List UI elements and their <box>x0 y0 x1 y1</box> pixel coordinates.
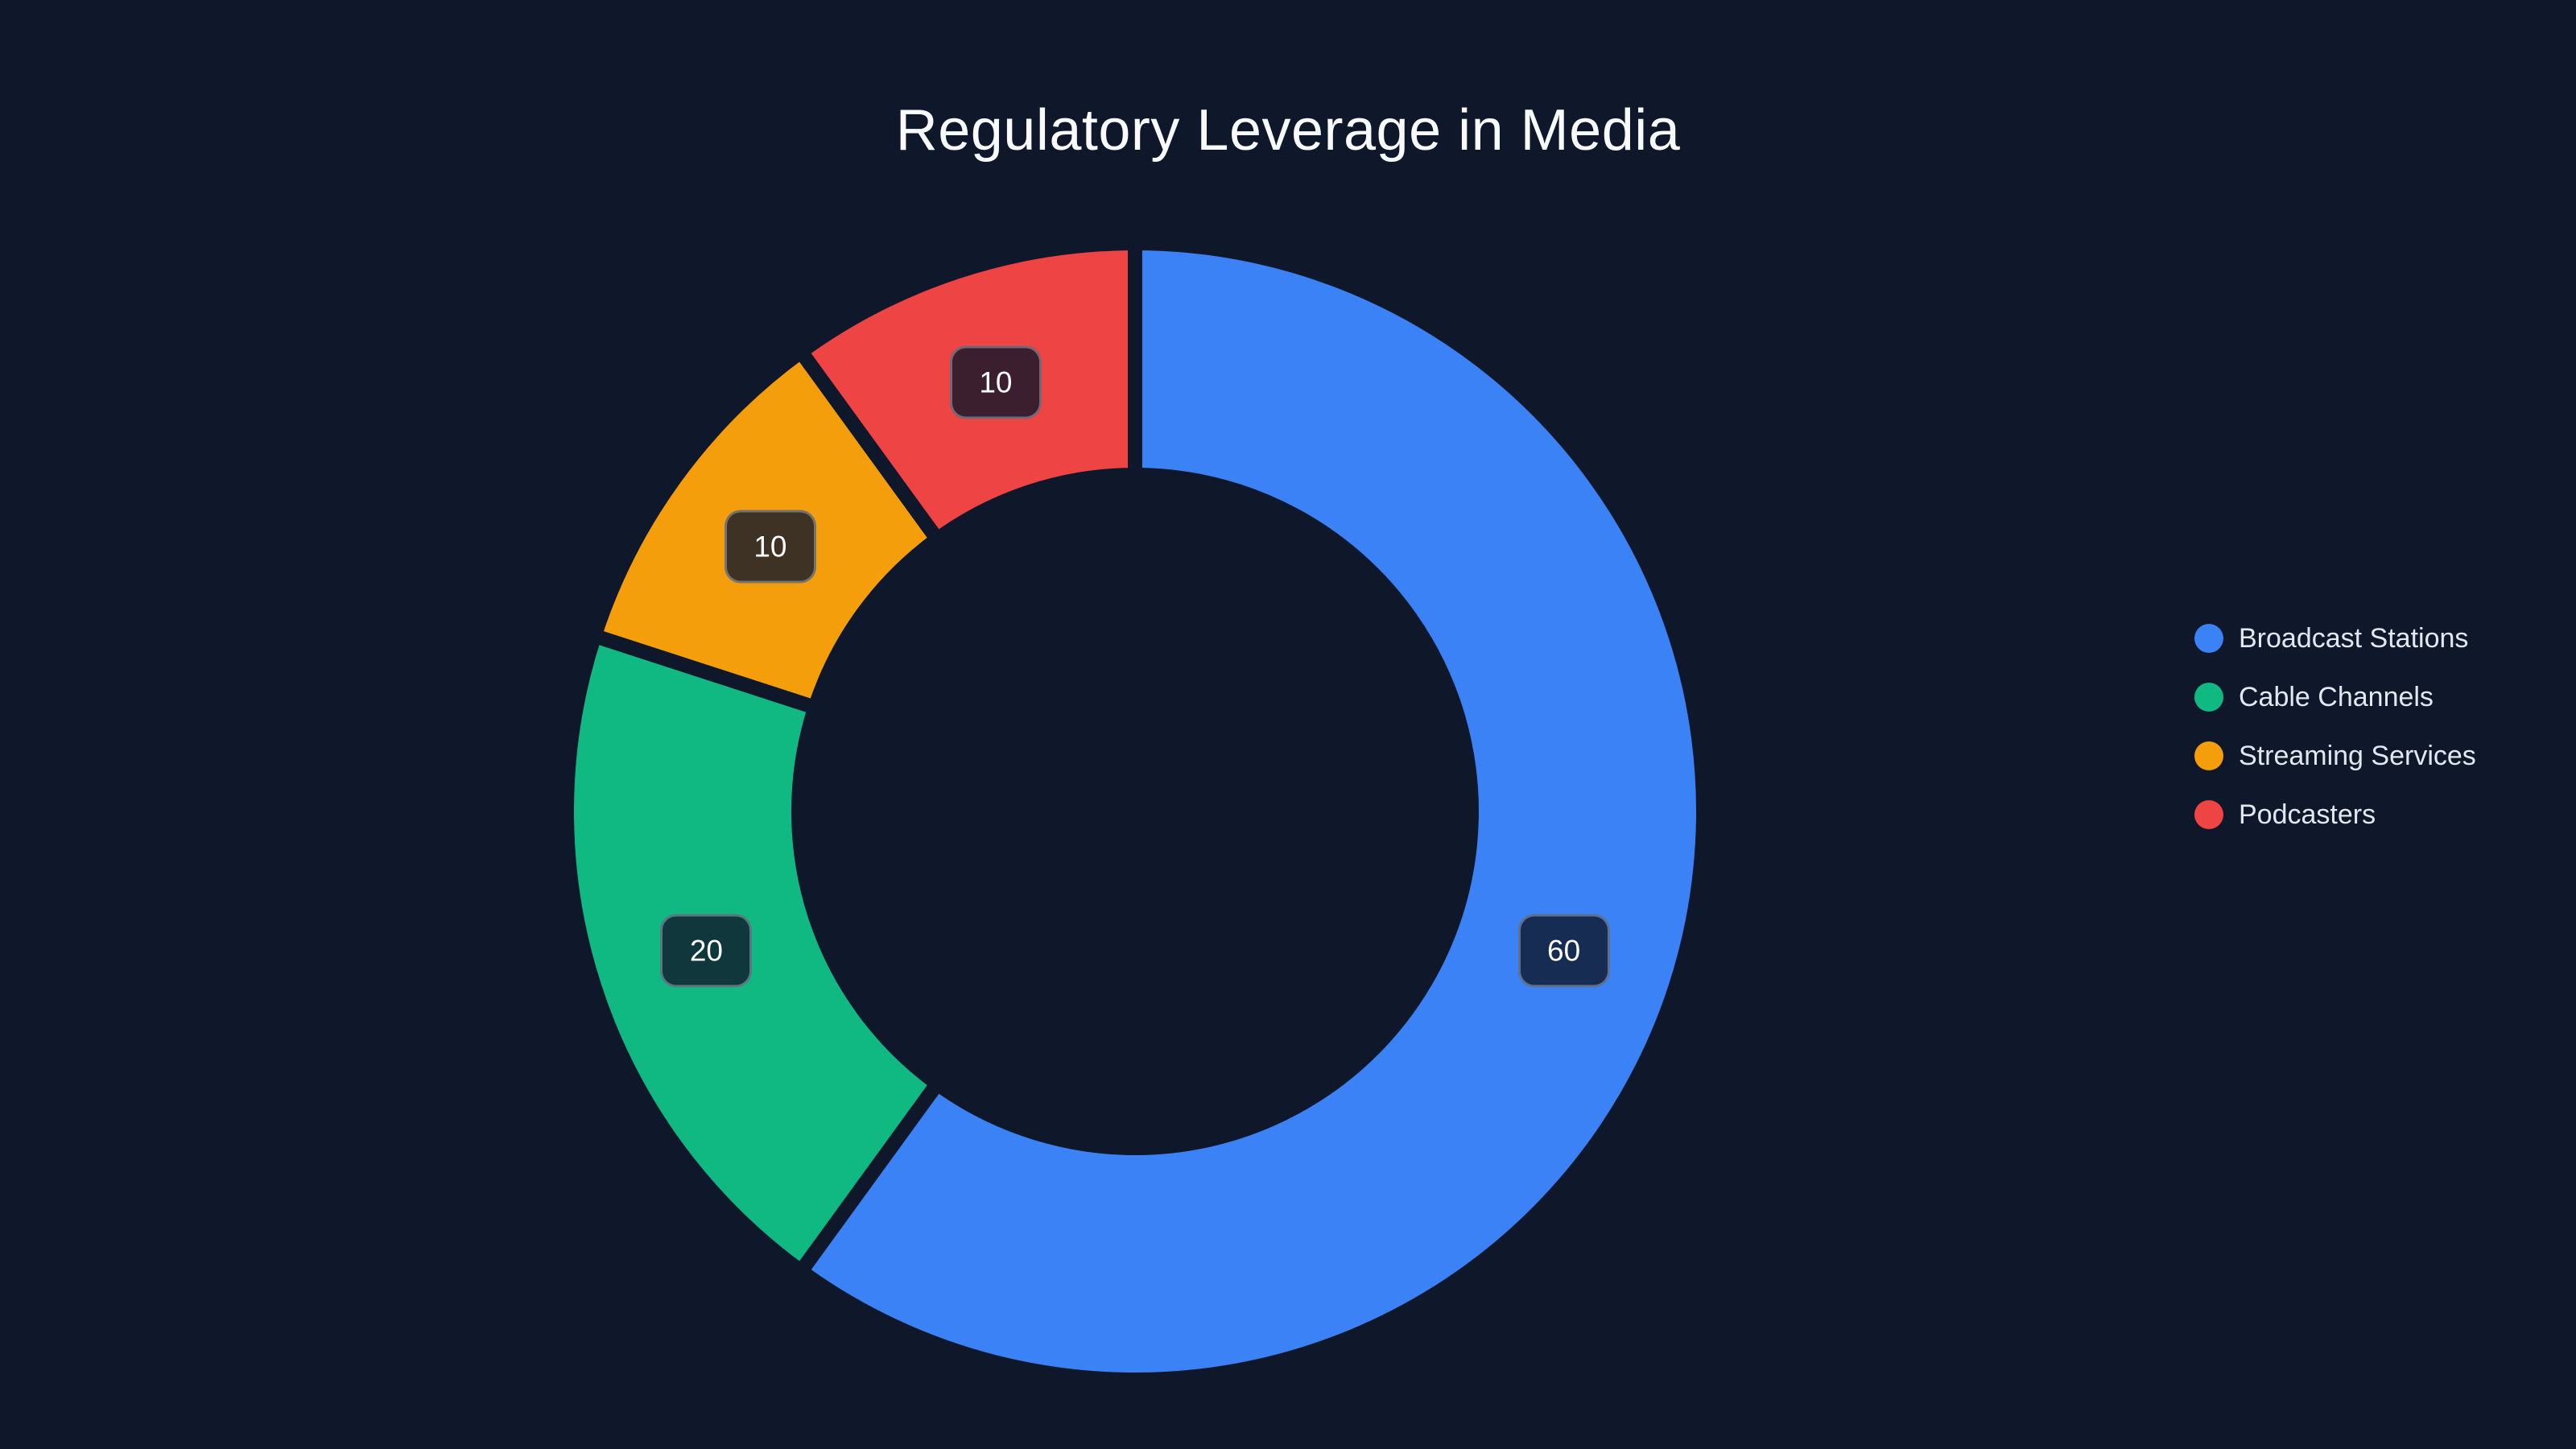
chart-title: Regulatory Leverage in Media <box>895 98 1681 163</box>
legend-swatch-icon <box>2194 683 2223 712</box>
legend-swatch-icon <box>2194 741 2223 770</box>
legend-item-label: Streaming Services <box>2239 740 2476 771</box>
legend-item-label: Cable Channels <box>2239 681 2434 712</box>
legend-item-cable-channels[interactable]: Cable Channels <box>2194 681 2476 712</box>
legend-swatch-icon <box>2194 800 2223 829</box>
pie-slice-broadcast-stations[interactable] <box>794 236 1711 1387</box>
legend-swatch-icon <box>2194 624 2223 653</box>
legend-item-podcasters[interactable]: Podcasters <box>2194 799 2476 830</box>
legend-item-broadcast-stations[interactable]: Broadcast Stations <box>2194 622 2476 654</box>
legend-item-streaming-services[interactable]: Streaming Services <box>2194 740 2476 771</box>
legend: Broadcast Stations Cable Channels Streamin… <box>2194 622 2476 830</box>
legend-item-label: Broadcast Stations <box>2239 622 2469 654</box>
legend-item-label: Podcasters <box>2239 799 2376 830</box>
